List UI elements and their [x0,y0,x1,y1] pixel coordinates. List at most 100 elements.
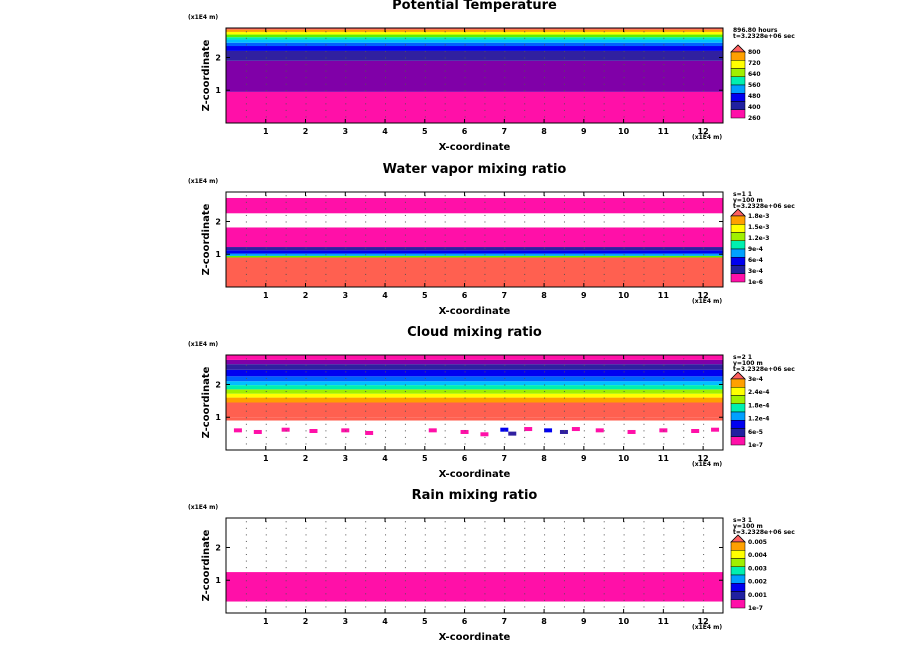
grid-dot [404,371,406,373]
grid-dot [265,391,267,393]
grid-dot [603,70,605,72]
grid-dot [325,254,327,256]
x-tick-label: 10 [618,454,630,463]
grid-dot [424,201,426,203]
field-band [226,42,723,47]
grid-dot [643,560,645,562]
grid-dot [524,599,526,601]
grid-dot [703,410,705,412]
grid-dot [623,70,625,72]
field-band [226,31,723,35]
grid-dot [504,280,506,282]
grid-dot [285,260,287,262]
grid-dot [305,260,307,262]
grid-dot [464,208,466,210]
grid-dot [643,534,645,536]
grid-dot [285,567,287,569]
grid-dot [603,221,605,223]
field-band [226,227,723,248]
grid-dot [424,273,426,275]
grid-dot [524,358,526,360]
grid-dot [643,83,645,85]
grid-dot [265,247,267,249]
grid-dot [484,417,486,419]
colorbar-swatch [730,428,746,437]
grid-dot [424,208,426,210]
grid-dot [365,567,367,569]
grid-dot [444,195,446,197]
grid-dot [285,70,287,72]
grid-dot [444,254,446,256]
grid-dot [563,554,565,556]
grid-dot [365,573,367,575]
grid-dot [285,580,287,582]
grid-dot [424,534,426,536]
grid-dot [643,273,645,275]
grid-dot [365,377,367,379]
grid-dot [285,214,287,216]
grid-dot [345,280,347,282]
grid-dot [404,50,406,52]
grid-dot [643,234,645,236]
grid-dot [424,540,426,542]
grid-dot [703,280,705,282]
grid-dot [325,443,327,445]
grid-dot [524,560,526,562]
grid-dot [583,410,585,412]
grid-dot [444,423,446,425]
grid-dot [424,586,426,588]
grid-dot [643,430,645,432]
field-band [226,572,723,602]
field-band [226,50,723,61]
grid-dot [663,547,665,549]
grid-dot [424,547,426,549]
grid-dot [484,371,486,373]
grid-dot [265,64,267,66]
speckle [233,428,242,433]
grid-dot [385,540,387,542]
grid-dot [365,417,367,419]
grid-dot [524,103,526,105]
grid-dot [464,593,466,595]
colorbar-swatch [730,411,746,421]
grid-dot [663,64,665,66]
grid-dot [583,201,585,203]
grid-dot [504,384,506,386]
grid-dot [245,31,247,33]
grid-dot [683,527,685,529]
grid-dot [524,83,526,85]
grid-dot [504,116,506,118]
grid-dot [643,267,645,269]
grid-dot [245,567,247,569]
grid-dot [285,540,287,542]
grid-dot [663,241,665,243]
grid-dot [583,103,585,105]
grid-dot [504,50,506,52]
grid-dot [285,83,287,85]
grid-dot [563,201,565,203]
grid-dot [643,423,645,425]
grid-dot [424,391,426,393]
grid-dot [603,397,605,399]
grid-dot [385,103,387,105]
grid-dot [603,116,605,118]
grid-dot [583,599,585,601]
grid-dot [663,83,665,85]
grid-dot [643,31,645,33]
grid-dot [245,50,247,52]
grid-dot [683,64,685,66]
field-band [226,192,723,198]
grid-dot [404,404,406,406]
y-axis-label: Z-coordinate [201,366,212,438]
grid-dot [424,116,426,118]
grid-dot [484,527,486,529]
grid-dot [365,37,367,39]
grid-dot [524,540,526,542]
grid-dot [285,96,287,98]
grid-dot [385,221,387,223]
grid-dot [623,77,625,79]
colorbar-label: 1.2e-4 [748,416,769,423]
grid-dot [544,371,546,373]
grid-dot [643,417,645,419]
grid-dot [683,83,685,85]
